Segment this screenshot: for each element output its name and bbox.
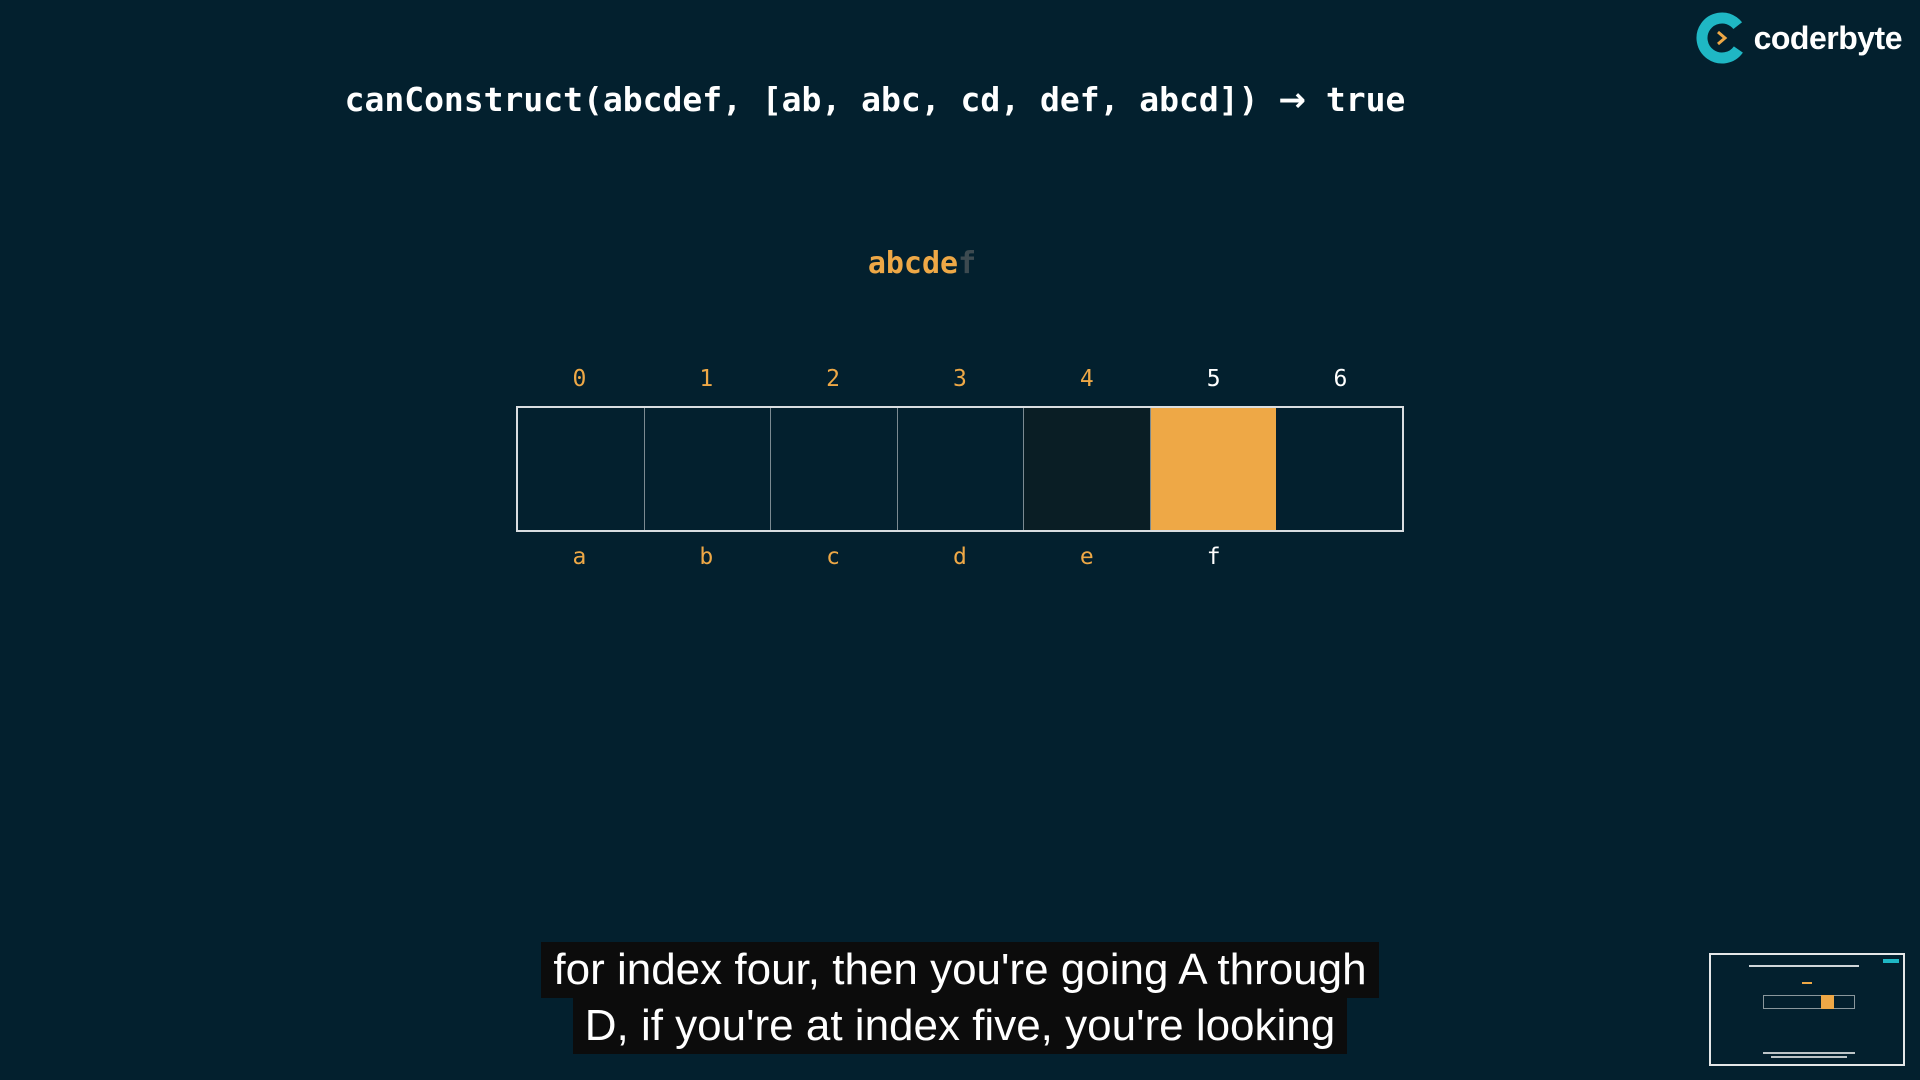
index-label: 2 bbox=[826, 366, 841, 392]
index-label: 4 bbox=[1079, 366, 1094, 392]
result-value: true bbox=[1325, 80, 1406, 119]
thumbnail-subtitle bbox=[1771, 1056, 1847, 1058]
letter-label: d bbox=[953, 544, 967, 570]
index-label: 3 bbox=[953, 366, 967, 392]
table-cell bbox=[1276, 408, 1403, 530]
index-label-current: 5 bbox=[1206, 366, 1221, 392]
letter-label: a bbox=[572, 544, 587, 570]
table-cells bbox=[516, 406, 1404, 532]
table-cell bbox=[518, 408, 645, 530]
letter-label bbox=[1277, 544, 1404, 576]
function-call-heading: canConstruct(abcdef, [ab, abc, cd, def, … bbox=[0, 80, 1750, 119]
table-cell bbox=[897, 408, 1025, 530]
coderbyte-logo: coderbyte bbox=[1696, 12, 1903, 64]
thumbnail-subtitle bbox=[1763, 1052, 1855, 1054]
letter-label-current: f bbox=[1206, 544, 1221, 570]
table-cell bbox=[771, 408, 898, 530]
letter-label: b bbox=[699, 544, 714, 570]
letter-label: c bbox=[826, 544, 841, 570]
thumbnail-logo-icon bbox=[1883, 959, 1899, 963]
thumbnail-heading bbox=[1749, 965, 1859, 967]
brand-name: coderbyte bbox=[1753, 19, 1903, 56]
target-remaining: f bbox=[958, 246, 977, 281]
thumbnail-table bbox=[1763, 995, 1855, 1009]
letter-label: e bbox=[1079, 544, 1094, 570]
tabulation-table: 0 1 2 3 4 5 6 a b c d e f bbox=[516, 366, 1404, 576]
index-row: 0 1 2 3 4 5 6 bbox=[516, 366, 1404, 398]
thumbnail-active-cell bbox=[1821, 995, 1834, 1009]
index-label: 0 bbox=[572, 366, 587, 392]
table-cell-active bbox=[1150, 408, 1277, 530]
subtitle-line: D, if you're at index five, you're looki… bbox=[572, 998, 1348, 1054]
video-thumbnail-preview[interactable] bbox=[1709, 953, 1905, 1066]
letter-row: a b c d e f bbox=[516, 544, 1404, 576]
index-label: 6 bbox=[1333, 366, 1348, 392]
thumbnail-target bbox=[1802, 982, 1812, 984]
index-label: 1 bbox=[699, 366, 714, 392]
subtitle-line: for index four, then you're going A thro… bbox=[541, 942, 1379, 998]
arrow-icon: → bbox=[1278, 80, 1307, 119]
table-cell bbox=[1024, 408, 1151, 530]
target-matched: abcde bbox=[867, 246, 959, 281]
target-string: abcdef bbox=[0, 246, 1844, 281]
subtitles: for index four, then you're going A thro… bbox=[0, 942, 1920, 1054]
function-call: canConstruct(abcdef, [ab, abc, cd, def, … bbox=[344, 80, 1259, 119]
table-cell bbox=[644, 408, 772, 530]
coderbyte-logo-icon bbox=[1696, 12, 1748, 64]
